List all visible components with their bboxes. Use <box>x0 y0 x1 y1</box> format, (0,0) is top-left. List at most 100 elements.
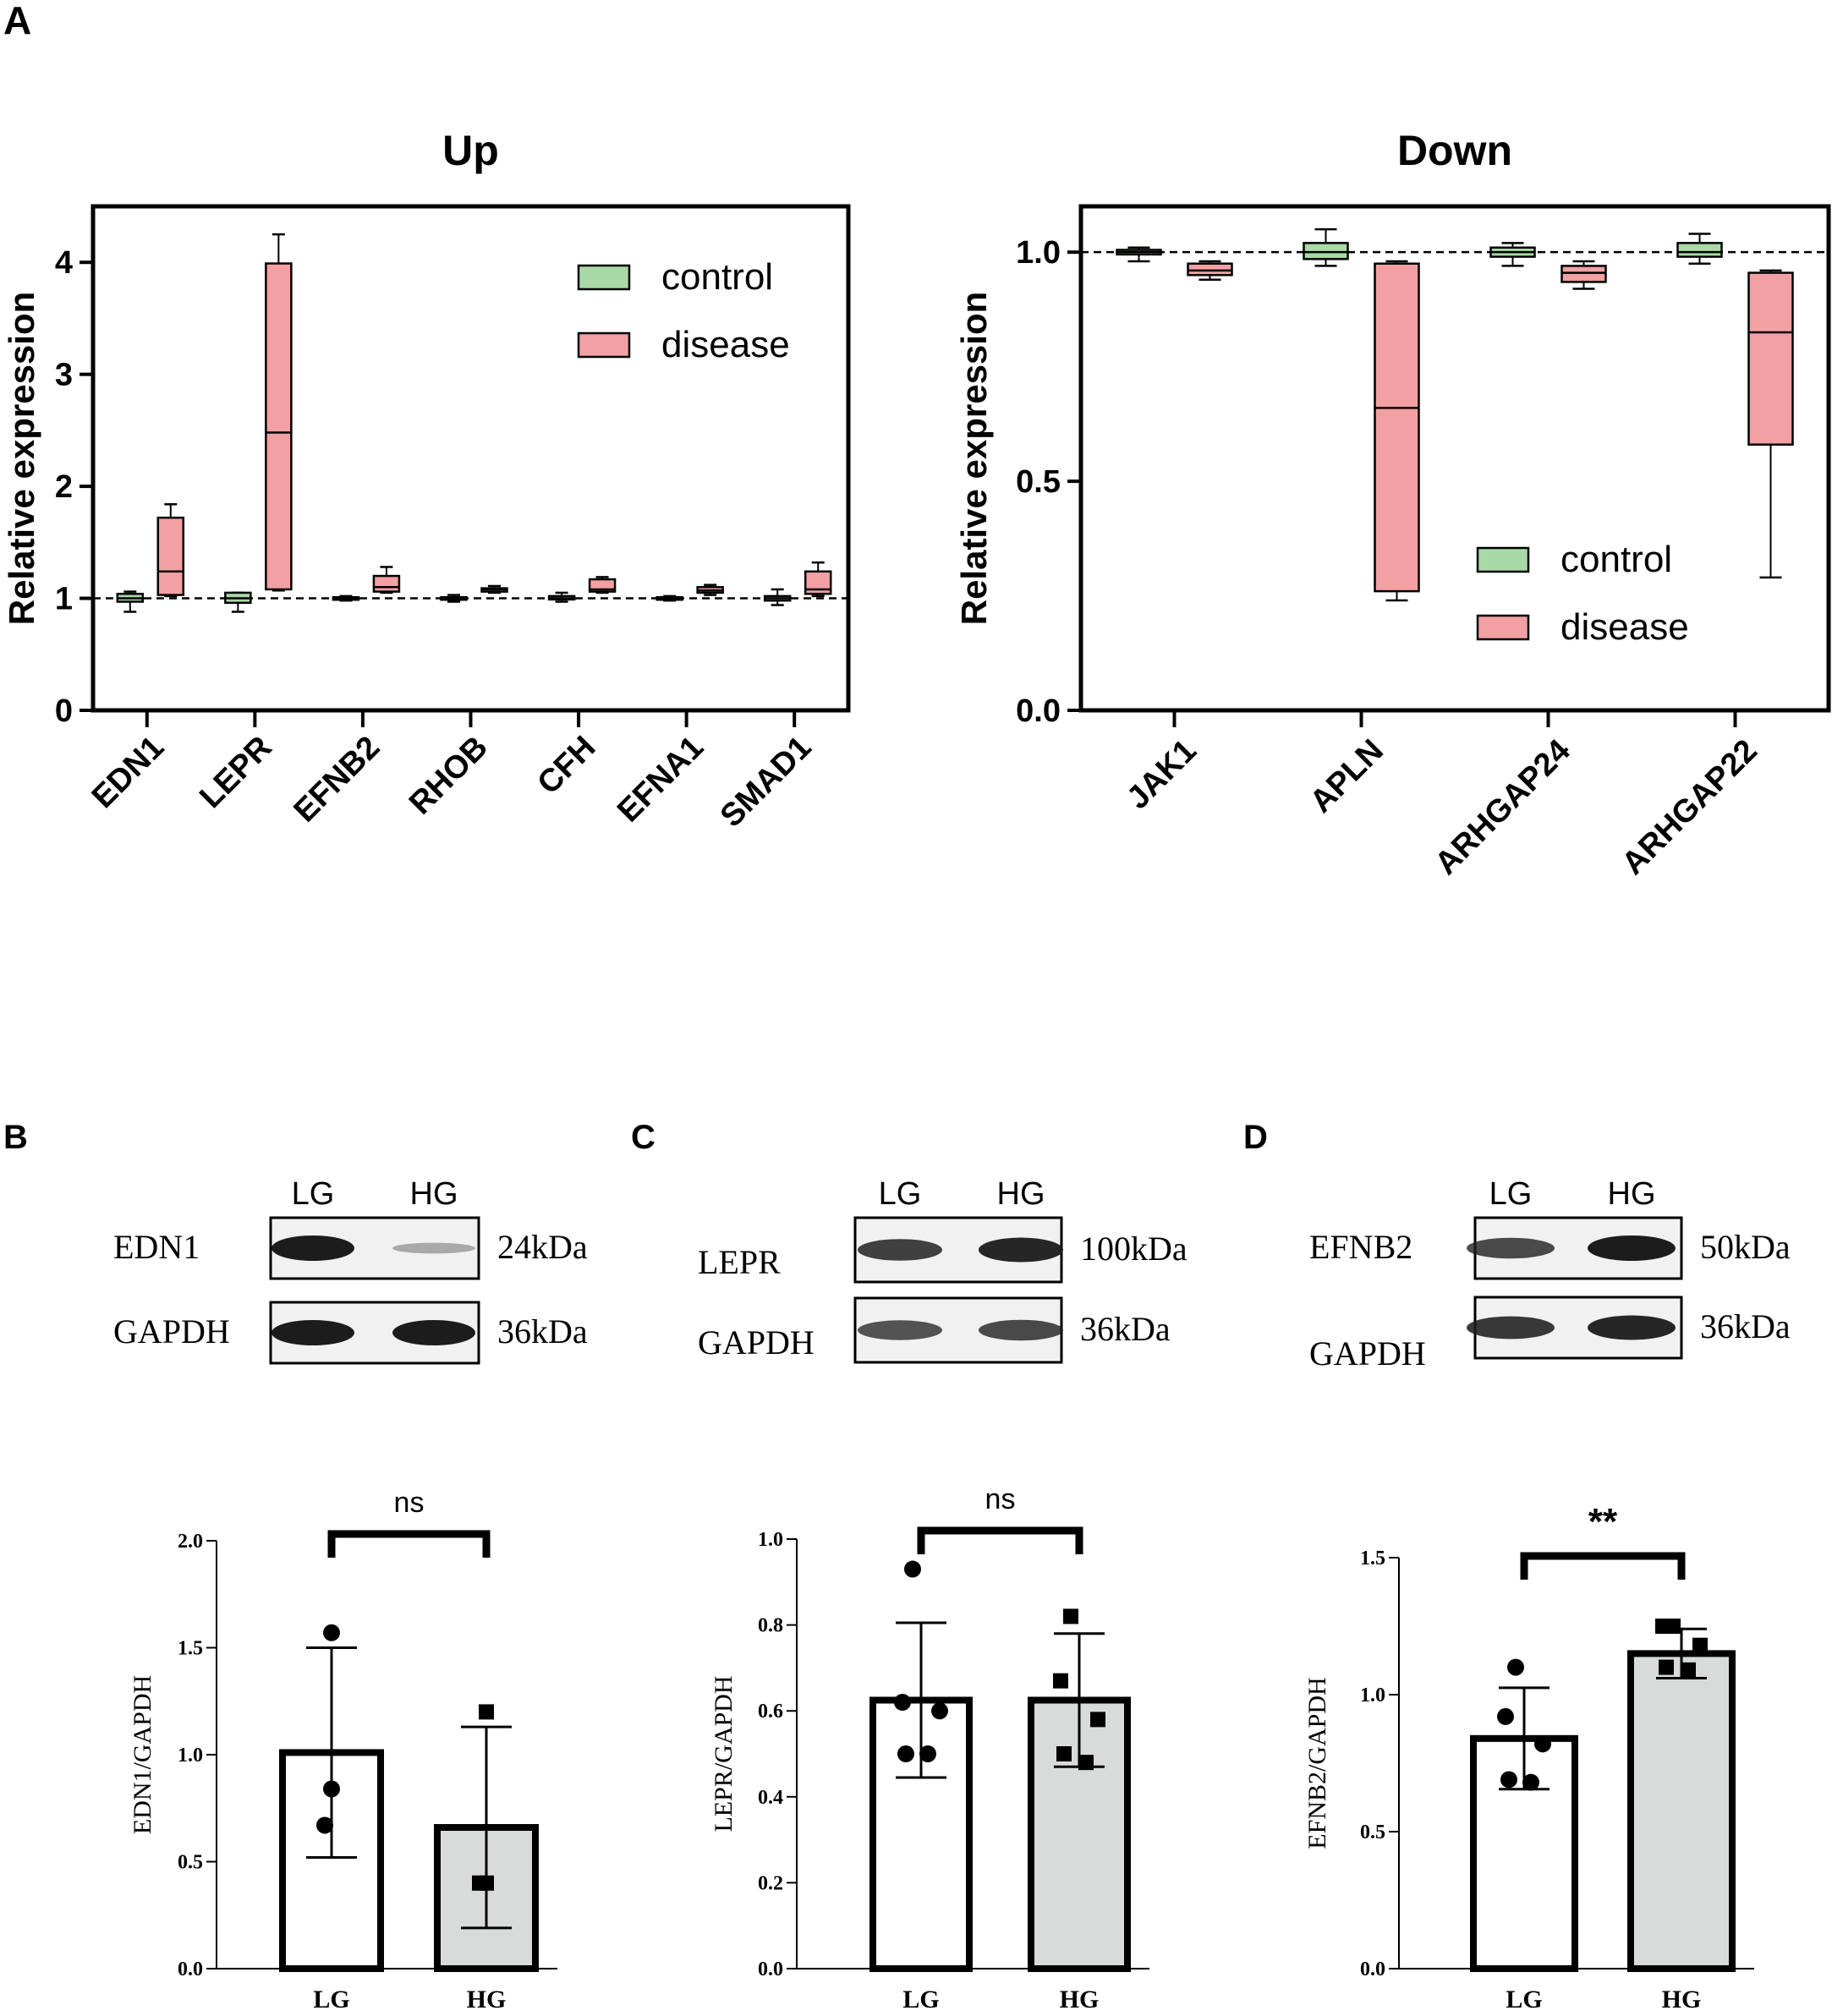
box-iqr <box>1676 242 1723 258</box>
x-tick-label-lepr: LEPR <box>193 730 278 815</box>
data-point-lg <box>1534 1735 1551 1753</box>
box-disease-cfh <box>588 576 617 594</box>
y-axis-label: Relative expression <box>954 292 994 626</box>
significance-bracket <box>917 1526 1083 1554</box>
box-iqr <box>1560 265 1607 283</box>
box-iqr <box>265 262 293 591</box>
band-gapdh-lg <box>858 1320 942 1340</box>
y-axis-label: Relative expression <box>2 292 41 626</box>
protein-label-gapdh: GAPDH <box>698 1323 815 1361</box>
box-control-smad1 <box>763 588 792 606</box>
x-tick-label-smad1: SMAD1 <box>714 730 819 835</box>
x-tick-label-hg: HG <box>1060 1986 1100 2013</box>
data-point-hg <box>1655 1619 1670 1634</box>
data-point-lg <box>1522 1773 1539 1791</box>
chart-title: Up <box>442 127 499 174</box>
y-tick-label: 1.0 <box>1016 235 1061 271</box>
lane-label-hg: HG <box>410 1176 458 1212</box>
x-tick-label-edn1: EDN1 <box>85 730 171 815</box>
box-disease-apln <box>1374 260 1420 602</box>
data-point-hg <box>1078 1755 1094 1771</box>
band-efnb2-hg <box>1588 1235 1676 1261</box>
y-tick-label: 1.0 <box>178 1745 203 1767</box>
error-bar-hg <box>461 1725 512 1930</box>
lane-label-lg: LG <box>1489 1176 1533 1212</box>
legend-swatch-control <box>577 264 631 291</box>
lane-label-lg: LG <box>292 1176 335 1212</box>
x-tick-label-arhgap24: ARHGAP24 <box>1429 733 1577 882</box>
bar-chart-lepr: 0.0 0.2 0.4 0.6 0.8 1.0 LEPR/GAPDH LG HG ns <box>710 1483 1149 2013</box>
band-gapdh-hg <box>1588 1315 1676 1340</box>
y-tick-label: 1.0 <box>758 1529 783 1551</box>
x-tick-label-hg: HG <box>467 1986 507 2013</box>
y-axis-label: EFNB2/GAPDH <box>1303 1677 1331 1849</box>
x-tick-label-rhob: RHOB <box>403 730 495 822</box>
y-tick-label: 0.0 <box>178 1958 203 1980</box>
band-gapdh-lg <box>272 1320 354 1345</box>
x-tick-label-efna1: EFNA1 <box>611 730 710 830</box>
data-point-lg <box>1500 1771 1517 1789</box>
data-point-hg <box>479 1704 494 1720</box>
panel-label-a: A <box>3 0 31 42</box>
protein-label-lepr: LEPR <box>698 1243 781 1281</box>
box-disease-jak1 <box>1187 260 1233 281</box>
box-disease-smad1 <box>804 561 832 598</box>
x-tick-label-lg: LG <box>1506 1986 1542 2013</box>
x-tick-label-cfh: CFH <box>531 730 603 802</box>
box-iqr <box>1303 242 1349 260</box>
box-control-lepr <box>224 591 252 613</box>
size-label-gapdh: 36kDa <box>497 1312 588 1350</box>
box-control-apln <box>1303 227 1349 267</box>
band-lepr-hg <box>979 1237 1063 1263</box>
bar-hg <box>1028 1696 1131 1972</box>
y-tick-label: 4 <box>55 245 73 281</box>
size-label-gapdh: 36kDa <box>1700 1307 1791 1345</box>
y-tick-label: 0.5 <box>1360 1822 1385 1843</box>
band-edn1-hg <box>392 1242 475 1254</box>
data-point-lg <box>904 1560 921 1578</box>
box-chart-down: Down Relative expression 0.0 0.5 1.0 JAK1 APLN… <box>954 127 1831 882</box>
y-tick-label: 0.0 <box>1360 1958 1385 1980</box>
x-tick-label-lg: LG <box>313 1986 349 2013</box>
legend-label-control: control <box>661 256 773 298</box>
legend-label-control: control <box>1560 539 1672 580</box>
y-tick-label: 0.6 <box>758 1701 783 1723</box>
data-point-lg <box>1497 1707 1514 1725</box>
panel-label-d: D <box>1243 1119 1268 1156</box>
x-tick-label-arhgap22: ARHGAP22 <box>1615 733 1764 882</box>
plot-frame <box>91 204 851 713</box>
error-bar-lg <box>1499 1686 1550 1791</box>
panel-label-b: B <box>3 1119 28 1156</box>
significance-label: ** <box>1588 1501 1618 1542</box>
chart-title: Down <box>1397 127 1512 174</box>
box-iqr <box>372 574 401 593</box>
box-disease-arhgap22 <box>1747 269 1794 579</box>
plot-frame <box>1078 204 1831 713</box>
box-control-edn1 <box>116 590 145 613</box>
data-point-hg <box>1056 1746 1072 1761</box>
box-iqr <box>804 570 832 595</box>
x-tick-label-hg: HG <box>1662 1986 1702 2013</box>
size-label-efnb2: 50kDa <box>1700 1228 1791 1266</box>
box-iqr <box>1374 262 1420 593</box>
protein-label-gapdh: GAPDH <box>113 1312 230 1350</box>
data-point-lg <box>323 1780 340 1798</box>
data-point-lg <box>894 1694 911 1712</box>
legend-label-disease: disease <box>1560 606 1689 648</box>
y-tick-label: 0.8 <box>758 1615 783 1637</box>
size-label-edn1: 24kDa <box>497 1228 588 1266</box>
lane-label-hg: HG <box>997 1176 1045 1212</box>
data-point-lg <box>897 1745 914 1762</box>
data-point-hg <box>1692 1637 1708 1653</box>
data-point-hg <box>1063 1608 1078 1624</box>
y-tick-label: 1.5 <box>1360 1548 1385 1570</box>
box-control-cfh <box>547 591 576 603</box>
lane-label-hg: HG <box>1608 1176 1656 1212</box>
data-point-hg <box>1053 1673 1068 1689</box>
band-gapdh-lg <box>1467 1316 1555 1339</box>
box-disease-lepr <box>265 233 293 592</box>
y-axis-label: LEPR/GAPDH <box>710 1675 738 1832</box>
data-point-lg <box>931 1702 948 1720</box>
box-disease-edn1 <box>156 503 185 598</box>
